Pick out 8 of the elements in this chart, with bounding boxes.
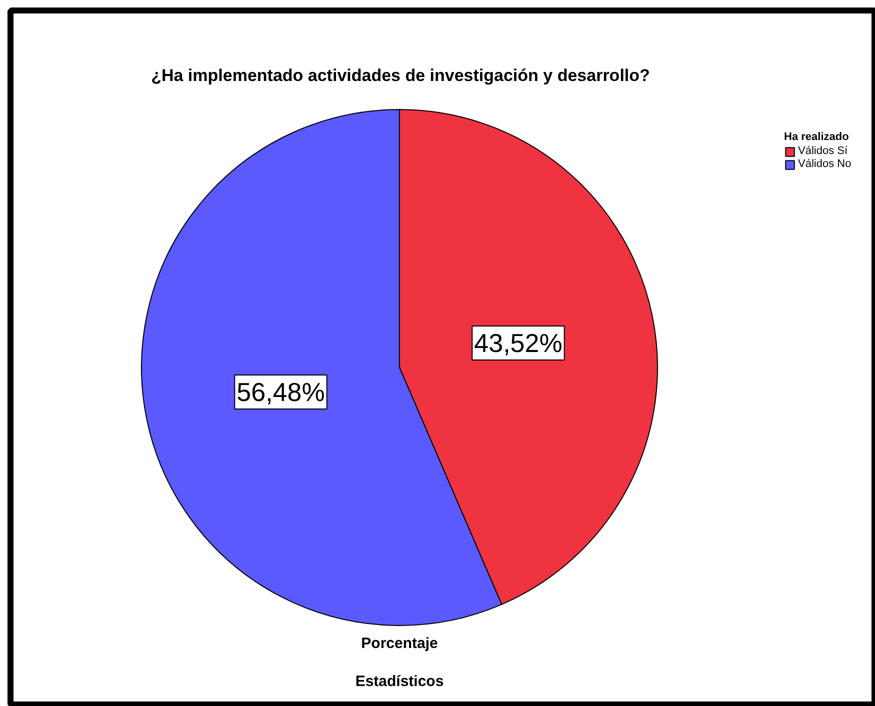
data-label: 56,48% [236,377,325,408]
data-label: 43,52% [474,328,562,358]
text: Estadísticos [355,673,444,690]
legend-label: Válidos Sí [798,145,848,157]
legend-title: Ha realizado [784,131,850,143]
text: Porcentaje [361,635,438,652]
chart-title: ¿Ha implementado actividades de investigación y desarrollo? [151,66,650,85]
legend-label: Válidos No [798,158,852,170]
